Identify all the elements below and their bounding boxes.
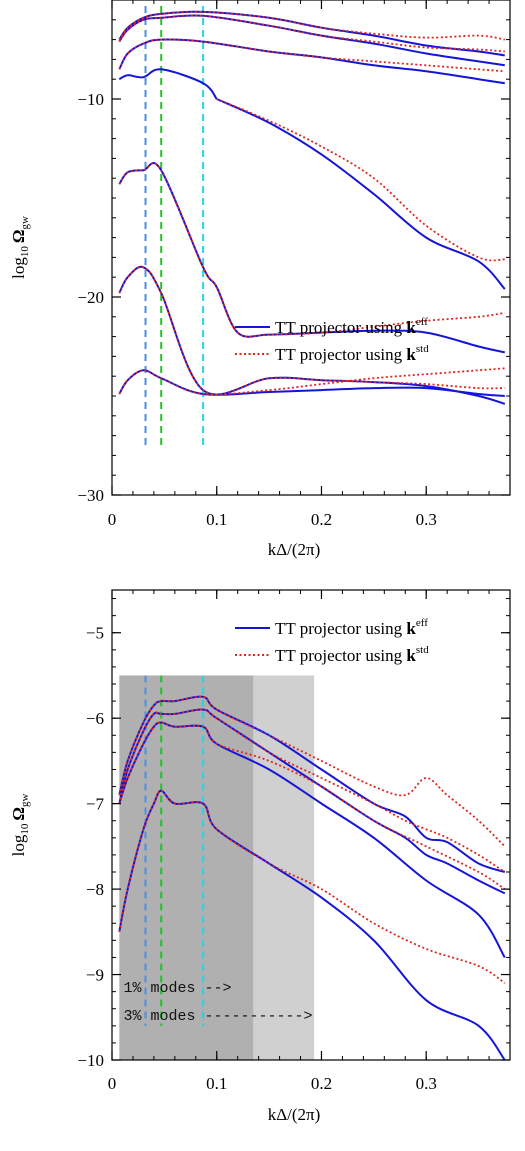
series-line-9	[216, 98, 505, 262]
y-axis-label-sub: gw	[19, 794, 31, 808]
series-line-7	[118, 68, 218, 100]
series-line-3	[118, 708, 506, 895]
y-axis-label-sub: gw	[19, 216, 31, 230]
legend-label-sup: std	[416, 644, 429, 656]
legend-label: TT projector using kstd	[275, 343, 429, 364]
legend-label-bold: k	[406, 646, 416, 665]
x-tick-label: 0.1	[206, 510, 227, 529]
plot-frame	[111, 589, 511, 1061]
x-axis-label: kΔ/(2π)	[268, 1105, 321, 1124]
x-tick-label: 0.1	[206, 1074, 227, 1093]
plot-area	[118, 5, 506, 450]
series-line-8	[216, 98, 506, 290]
legend-label-sup: eff	[416, 617, 428, 629]
bottom-panel: 0 0.1 0.2 0.3 −5 −6 −7 −8 −9 −10 kΔ/(2π) log10 Ωgw 1%…	[9, 589, 511, 1124]
series-line-14	[118, 369, 505, 397]
y-axis-label-base: 10	[19, 246, 31, 258]
x-tick-label: 0.3	[416, 510, 437, 529]
y-axis-label-base: 10	[19, 823, 31, 835]
x-tick-label: 0.2	[311, 1074, 332, 1093]
y-tick-label: −5	[86, 624, 104, 643]
legend-label-bold: k	[406, 619, 416, 638]
y-tick-label: −9	[86, 966, 104, 985]
legend-label: TT projector using kstd	[275, 644, 429, 665]
series-line-5	[118, 38, 505, 85]
series-line-4	[118, 14, 505, 53]
y-axis-label: log10 Ωgw	[9, 216, 31, 279]
y-tick-label: −6	[86, 709, 104, 728]
series-line-10	[118, 162, 506, 354]
y-tick-label: −10	[77, 90, 104, 109]
legend-label-bold: k	[406, 345, 416, 364]
y-tick-label: −7	[86, 795, 105, 814]
top-panel: 0 0.1 0.2 0.3 −10 −20 −30 kΔ/(2π) log10 Ωgw TT pro…	[9, 0, 511, 559]
x-tick-label: 0	[108, 1074, 117, 1093]
series-line-13	[118, 265, 505, 396]
y-tick-label: −8	[86, 880, 104, 899]
plot-area	[118, 675, 506, 1060]
y-tick-label: −20	[77, 288, 104, 307]
shaded-region-label-2: 3% modes ----------->	[124, 1008, 313, 1025]
legend-label-sup: std	[416, 343, 429, 355]
x-axis-label: kΔ/(2π)	[268, 540, 321, 559]
legend-label-sup: eff	[416, 316, 428, 328]
y-axis-label: log10 Ωgw	[9, 794, 31, 857]
y-tick-label: −10	[77, 1051, 104, 1070]
series-line-8	[118, 789, 506, 984]
x-tick-label: 0	[108, 510, 117, 529]
shaded-region-2	[253, 675, 315, 1060]
series-line-6	[118, 38, 505, 73]
legend-label-text: TT projector using	[275, 619, 406, 638]
legend-label: TT projector using keff	[275, 617, 428, 638]
legend-label-bold: k	[406, 318, 416, 337]
series-line-11	[118, 162, 505, 338]
legend-label-text: TT projector using	[275, 318, 406, 337]
y-axis-label-omega: Ω	[9, 807, 28, 821]
shaded-region-label-1: 1% modes -->	[124, 980, 232, 997]
x-tick-label: 0.2	[311, 510, 332, 529]
y-axis-label-log: log	[9, 257, 28, 279]
series-line-5	[118, 721, 506, 959]
legend-label: TT projector using keff	[275, 316, 428, 337]
series-line-2	[118, 695, 506, 848]
legend-label-text: TT projector using	[275, 646, 406, 665]
x-tick-label: 0.3	[416, 1074, 437, 1093]
shaded-region-1	[119, 675, 254, 1060]
y-tick-label: −30	[77, 486, 104, 505]
y-axis-label-omega: Ω	[9, 230, 28, 244]
y-axis-label-log: log	[9, 834, 28, 856]
series-line-15	[118, 367, 505, 396]
plot-frame	[111, 0, 511, 496]
series-line-6	[118, 721, 506, 890]
series-line-2	[118, 10, 505, 41]
legend-label-text: TT projector using	[275, 345, 406, 364]
